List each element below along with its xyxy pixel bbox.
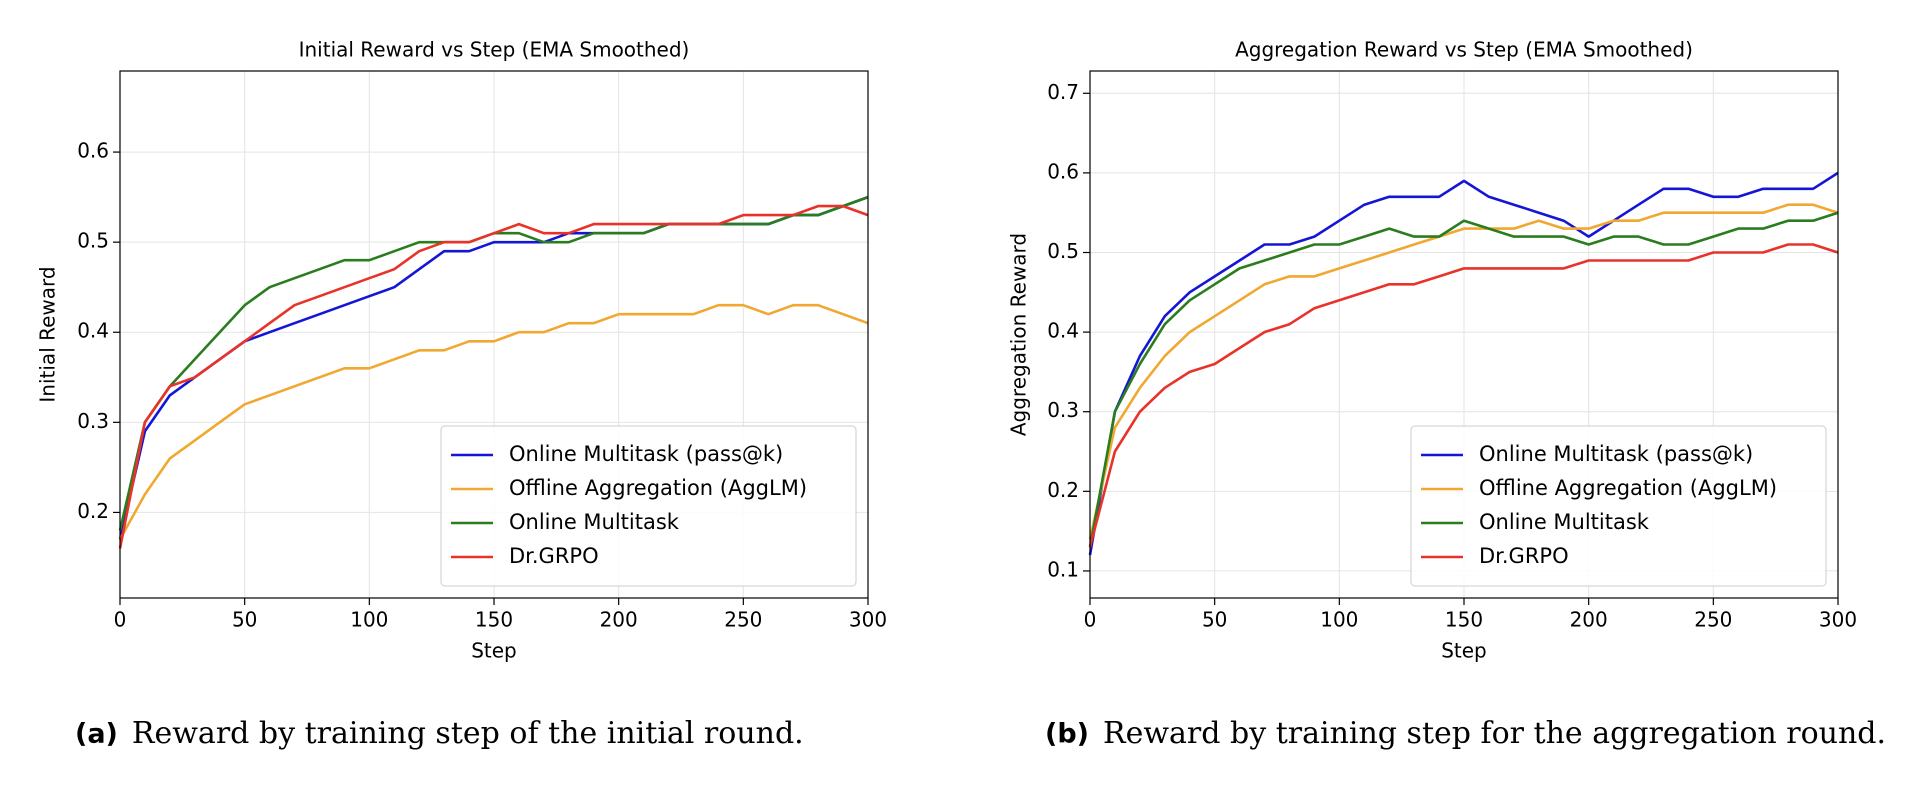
x-axis-label: Step bbox=[1441, 639, 1487, 663]
series-line bbox=[1088, 243, 1839, 548]
plot: 0 50 100 150 200 250 300 0.2 0.3 0.4 0.5 0.6 Initial… bbox=[36, 38, 888, 663]
x-tick-label: 100 bbox=[1320, 608, 1358, 632]
y-axis-label: Initial Reward bbox=[36, 266, 60, 402]
x-tick-label: 50 bbox=[232, 608, 257, 632]
y-tick-label: 0.5 bbox=[77, 229, 109, 253]
plot-frame bbox=[119, 70, 869, 599]
legend-label: Offline Aggregation (AggLM) bbox=[509, 476, 807, 500]
legend-label: Online Multitask bbox=[509, 510, 680, 534]
y-axis-label: Aggregation Reward bbox=[1007, 233, 1031, 436]
y-tick-label: 0.6 bbox=[1047, 159, 1079, 183]
x-tick-label: 0 bbox=[1084, 608, 1097, 632]
legend-label: Online Multitask (pass@k) bbox=[509, 442, 783, 466]
y-tick-label: 0.2 bbox=[77, 499, 109, 523]
series-line bbox=[118, 204, 869, 549]
legend-label: Dr.GRPO bbox=[1479, 544, 1569, 568]
legend-label: Online Multitask bbox=[1479, 510, 1650, 534]
legend-label: Dr.GRPO bbox=[509, 544, 599, 568]
x-tick-label: 150 bbox=[1445, 608, 1483, 632]
legend-box bbox=[440, 425, 857, 587]
legend: Online Multitask (pass@k) Offline Aggrega… bbox=[1410, 425, 1827, 587]
x-tick-label: 150 bbox=[475, 608, 513, 632]
chart-title: Aggregation Reward vs Step (EMA Smoothed… bbox=[1235, 38, 1693, 62]
chart-title: Initial Reward vs Step (EMA Smoothed) bbox=[299, 38, 690, 62]
y-tick-label: 0.3 bbox=[77, 409, 109, 433]
x-axis-label: Step bbox=[471, 639, 517, 663]
y-tick-label: 0.5 bbox=[1047, 239, 1079, 263]
y-tick-label: 0.2 bbox=[1047, 478, 1079, 502]
legend-label: Offline Aggregation (AggLM) bbox=[1479, 476, 1777, 500]
caption-label: (a) bbox=[75, 719, 118, 750]
x-tick-label: 50 bbox=[1202, 608, 1227, 632]
legend-box bbox=[1410, 425, 1827, 587]
y-tick-label: 0.1 bbox=[1047, 557, 1079, 581]
y-tick-label: 0.6 bbox=[77, 139, 109, 163]
caption-text: Reward by training step of the initial r… bbox=[132, 716, 804, 751]
caption-text: Reward by training step for the aggregat… bbox=[1103, 716, 1886, 751]
caption-label: (b) bbox=[1045, 719, 1089, 750]
y-tick-label: 0.4 bbox=[77, 319, 109, 343]
legend: Online Multitask (pass@k) Offline Aggrega… bbox=[440, 425, 857, 587]
x-tick-label: 300 bbox=[1819, 608, 1857, 632]
y-tick-label: 0.4 bbox=[1047, 319, 1079, 343]
series-line bbox=[1088, 203, 1839, 540]
x-tick-label: 100 bbox=[350, 608, 388, 632]
x-tick-label: 300 bbox=[849, 608, 887, 632]
y-tick-label: 0.7 bbox=[1047, 80, 1079, 104]
x-tick-label: 250 bbox=[1694, 608, 1732, 632]
y-tick-label: 0.3 bbox=[1047, 398, 1079, 422]
x-tick-label: 200 bbox=[1570, 608, 1608, 632]
series-line bbox=[1088, 211, 1839, 548]
legend-label: Online Multitask (pass@k) bbox=[1479, 442, 1753, 466]
plot-frame bbox=[1089, 70, 1839, 599]
series-line bbox=[1088, 171, 1839, 556]
x-tick-label: 200 bbox=[600, 608, 638, 632]
x-tick-label: 250 bbox=[724, 608, 762, 632]
x-tick-label: 0 bbox=[114, 608, 127, 632]
plot: 0 50 100 150 200 250 300 0.1 0.2 0.3 0.4 0.5 0.6 0.7 A… bbox=[1007, 38, 1858, 663]
series-line bbox=[118, 303, 869, 541]
